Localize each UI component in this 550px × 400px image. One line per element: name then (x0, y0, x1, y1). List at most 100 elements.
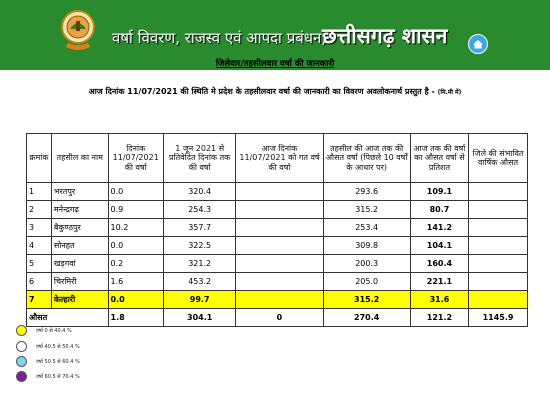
cell-serial: 2 (26, 200, 52, 219)
cell-since-june: 254.3 (162, 200, 237, 219)
cell-since-june: 320.4 (162, 182, 237, 201)
cell-average: 205.0 (322, 272, 411, 291)
header-annual: जिले की संभावित वार्षिक औसत (468, 133, 528, 183)
cell-average: 315.2 (322, 290, 411, 309)
cell-annual: 1145.9 (468, 308, 528, 327)
header-banner: वर्षा विवरण, राजस्व एवं आपदा प्रबंधन, छत… (0, 0, 550, 70)
legend-item: वर्षा 40.5 से 50.4 % (16, 341, 80, 352)
cell-percent: 121.2 (409, 308, 470, 327)
cell-today-rain: 10.2 (107, 218, 164, 237)
cell-annual (468, 182, 528, 201)
legend-label: वर्षा 50.5 से 60.4 % (36, 358, 80, 365)
cell-tehsil: बैकुण्ठपुर (50, 218, 109, 237)
legend-item: वर्षा 0 से 40.4 % (16, 325, 72, 336)
cell-since-june: 322.5 (162, 236, 237, 255)
header-last-year: आज दिनांक 11/07/2021 को गत वर्ष की वर्षा (235, 133, 324, 183)
cell-average: 270.4 (322, 308, 411, 327)
cell-last-year (235, 272, 324, 291)
cell-percent: 80.7 (409, 200, 470, 219)
page-subheading: जिलेवार/तहसीलवार वर्षा की जानकारी (0, 58, 550, 69)
table-row: 4 सोनहत 0.0 322.5 309.8 104.1 (26, 236, 528, 255)
unit-text: (मि.मी में) (437, 89, 462, 96)
cell-annual (468, 290, 528, 309)
table-row: 5 खड़गवां 0.2 321.2 200.3 160.4 (26, 254, 528, 273)
cell-average: 315.2 (322, 200, 411, 219)
cell-tehsil: केल्हारी (50, 290, 109, 309)
table-row: 2 मनेन्द्रगढ़ 0.9 254.3 315.2 80.7 (26, 200, 528, 219)
legend-item: वर्षा 60.5 से 70.4 % (16, 371, 80, 382)
cell-last-year (235, 182, 324, 201)
table-row: 1 भरतपुर 0.0 320.4 293.6 109.1 (26, 182, 528, 201)
cell-since-june: 304.1 (162, 308, 237, 327)
cell-last-year (235, 200, 324, 219)
cell-serial: 6 (26, 272, 52, 291)
cell-tehsil: भरतपुर (50, 182, 109, 201)
subheading-text: जिलेवार/तहसीलवार वर्षा की जानकारी (215, 59, 335, 69)
cell-serial: 7 (26, 290, 52, 309)
cell-today-rain: 0.0 (107, 182, 164, 201)
header-today-rain: दिनांक 11/07/2021 की वर्षा (107, 133, 164, 183)
cell-last-year (235, 290, 324, 309)
cell-average: 253.4 (322, 218, 411, 237)
cell-tehsil: मनेन्द्रगढ़ (50, 200, 109, 219)
cell-today-rain: 0.9 (107, 200, 164, 219)
header-serial: क्रमांक (26, 133, 52, 183)
cell-last-year (235, 218, 324, 237)
header-average: तहसील की आज तक की औसत वर्षा (पिछले 10 वर… (322, 133, 411, 183)
cell-percent: 109.1 (409, 182, 470, 201)
cell-last-year (235, 254, 324, 273)
cell-annual (468, 272, 528, 291)
cell-last-year: 0 (235, 308, 324, 327)
cell-tehsil: चिरमिरी (50, 272, 109, 291)
cell-percent: 141.2 (409, 218, 470, 237)
cell-today-rain: 1.8 (107, 308, 164, 327)
cell-annual (468, 236, 528, 255)
state-emblem-icon (61, 10, 95, 50)
cell-serial: 1 (26, 182, 52, 201)
cell-tehsil: सोनहत (50, 236, 109, 255)
legend-label: वर्षा 0 से 40.4 % (36, 327, 72, 334)
cell-tehsil: खड़गवां (50, 254, 109, 273)
table-header-row: क्रमांक तहसील का नाम दिनांक 11/07/2021 क… (26, 133, 528, 183)
cell-today-rain: 0.0 (107, 290, 164, 309)
header-since-june: 1 जून 2021 से प्रतिवेदित दिनांक तक की वर… (162, 133, 237, 183)
cell-today-rain: 1.6 (107, 272, 164, 291)
rainfall-table: क्रमांक तहसील का नाम दिनांक 11/07/2021 क… (26, 133, 528, 327)
cell-annual (468, 254, 528, 273)
cell-percent: 104.1 (409, 236, 470, 255)
cell-average-label: औसत (26, 308, 109, 327)
cell-last-year (235, 236, 324, 255)
cell-serial: 5 (26, 254, 52, 273)
cell-today-rain: 0.0 (107, 236, 164, 255)
cell-today-rain: 0.2 (107, 254, 164, 273)
cell-percent: 221.1 (409, 272, 470, 291)
legend-color-icon (16, 356, 27, 367)
cell-average: 200.3 (322, 254, 411, 273)
cell-since-june: 321.2 (162, 254, 237, 273)
legend-label: वर्षा 40.5 से 50.4 % (36, 343, 80, 350)
cell-since-june: 357.7 (162, 218, 237, 237)
cell-since-june: 99.7 (162, 290, 237, 309)
legend-color-icon (16, 341, 27, 352)
cell-serial: 3 (26, 218, 52, 237)
cell-percent: 31.6 (409, 290, 470, 309)
cell-average: 309.8 (322, 236, 411, 255)
header-percent: आज तक की वर्षा का औसत वर्षा से प्रतिशत (409, 133, 470, 183)
cell-annual (468, 218, 528, 237)
department-title: वर्षा विवरण, राजस्व एवं आपदा प्रबंधन, (112, 29, 327, 47)
legend-color-icon (16, 325, 27, 336)
legend-item: वर्षा 50.5 से 60.4 % (16, 356, 80, 367)
table-row: 6 चिरमिरी 1.6 453.2 205.0 221.1 (26, 272, 528, 291)
legend-color-icon (16, 371, 27, 382)
info-line: आज दिनांक 11/07/2021 की स्थिति मे प्रदेश… (0, 86, 550, 97)
average-row: औसत 1.8 304.1 0 270.4 121.2 1145.9 (26, 308, 528, 327)
cell-annual (468, 200, 528, 219)
cell-since-june: 453.2 (162, 272, 237, 291)
table-row: 3 बैकुण्ठपुर 10.2 357.7 253.4 141.2 (26, 218, 528, 237)
state-title: छत्तीसगढ़ शासन (322, 24, 448, 48)
info-text: आज दिनांक 11/07/2021 की स्थिति मे प्रदेश… (88, 87, 435, 96)
header-tehsil: तहसील का नाम (50, 133, 109, 183)
legend-label: वर्षा 60.5 से 70.4 % (36, 373, 80, 380)
cell-serial: 4 (26, 236, 52, 255)
home-icon[interactable] (468, 34, 488, 54)
